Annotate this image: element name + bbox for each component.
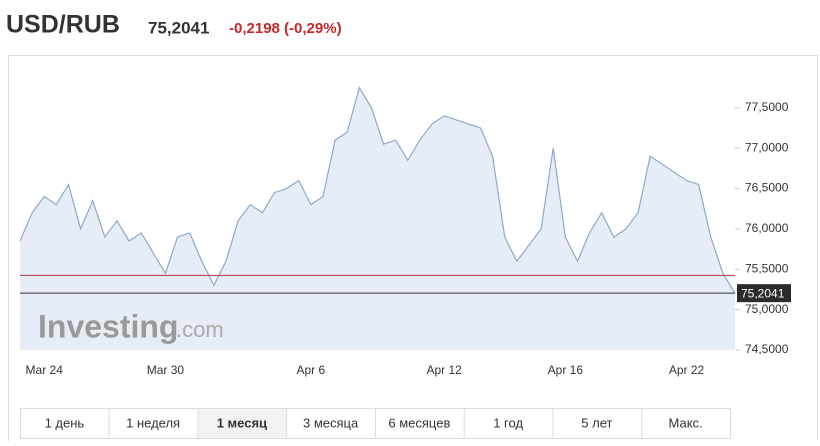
tab-label[interactable]: 3 месяца xyxy=(303,415,359,430)
tab[interactable] xyxy=(641,408,731,439)
tab-label[interactable]: 1 неделя xyxy=(126,415,180,430)
tab-label[interactable]: 1 год xyxy=(493,415,523,430)
x-tick-label: Apr 22 xyxy=(669,363,705,377)
y-tick-label: 75,0000 xyxy=(745,302,789,316)
watermark-brand: Investing xyxy=(38,308,178,344)
y-tick-label: 74,5000 xyxy=(745,342,789,356)
tab[interactable] xyxy=(108,408,199,439)
tab[interactable] xyxy=(552,408,643,439)
y-tick-label: 77,5000 xyxy=(745,100,789,114)
watermark-domain: .com xyxy=(176,317,224,342)
x-tick-label: Mar 30 xyxy=(147,363,185,377)
tab-label[interactable]: 5 лет xyxy=(581,415,612,430)
last-price-box xyxy=(737,284,791,303)
x-tick-label: Apr 16 xyxy=(548,363,584,377)
tab-label[interactable]: Макс. xyxy=(669,415,703,430)
change: -0,2198 (-0,29%) xyxy=(229,20,342,37)
tab-label[interactable]: 6 месяцев xyxy=(388,415,450,430)
title: USD/RUB xyxy=(6,11,120,39)
tab[interactable] xyxy=(375,408,465,439)
y-tick-label: 76,5000 xyxy=(745,181,789,195)
line xyxy=(19,86,736,294)
price: 75,2041 xyxy=(148,18,209,37)
y-tick-label: 77,0000 xyxy=(745,140,789,154)
tab-label[interactable]: 1 месяц xyxy=(217,415,267,430)
y-tick-label: 75,5000 xyxy=(745,261,789,275)
x-tick-label: Mar 24 xyxy=(26,363,64,377)
tab[interactable] xyxy=(463,408,554,439)
last-price-label: 75,2041 xyxy=(741,286,785,300)
area xyxy=(20,87,735,350)
x-tick-label: Apr 6 xyxy=(297,363,326,377)
tab-label[interactable]: 1 день xyxy=(45,415,85,430)
y-tick-label: 76,0000 xyxy=(745,221,789,235)
x-tick-label: Apr 12 xyxy=(426,363,462,377)
